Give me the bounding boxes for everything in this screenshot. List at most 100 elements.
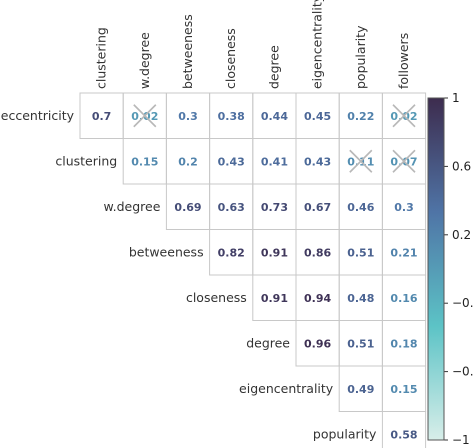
column-label-eigencentrality: eigencentrality <box>310 0 325 89</box>
row-label-eigencentrality: eigencentrality <box>239 381 334 396</box>
row-label-eccentricity: eccentricity <box>1 108 75 123</box>
column-label-closeness: closeness <box>223 28 238 89</box>
cell-clustering-betweeness: 0.2 <box>165 138 211 185</box>
cell-eccentricity-betweeness: 0.3 <box>165 92 211 139</box>
row-label-betweeness: betweeness <box>129 244 204 259</box>
cell-degree-followers: 0.18 <box>381 320 427 367</box>
colorbar-tick-label: −0.2 <box>452 296 474 310</box>
cell-value-label: 0.43 <box>218 155 245 168</box>
insignificant-cross-mark <box>392 104 416 128</box>
colorbar: 1 0.6 0.2 −0.2 −0.6 −1 <box>427 91 474 447</box>
insignificant-cross-mark <box>349 149 373 173</box>
cell-value-label: 0.58 <box>390 428 417 441</box>
cell-closeness-followers: 0.16 <box>381 274 427 321</box>
cell-betweeness-closeness: 0.82 <box>209 229 254 276</box>
column-labels: clustering w.degree betweeness closeness deg… <box>94 0 411 89</box>
column-label-followers: followers <box>396 33 411 89</box>
cell-value-label: 0.21 <box>390 246 417 259</box>
cell-clustering-popularity: 0.11 <box>338 138 383 185</box>
column-label-degree: degree <box>266 45 281 89</box>
row-label-popularity: popularity <box>313 426 377 441</box>
cell-value-label: 0.91 <box>261 292 288 305</box>
cell-w-degree-popularity: 0.46 <box>338 183 383 230</box>
cell-value-label: 0.51 <box>347 246 374 259</box>
cell-clustering-eigencentrality: 0.43 <box>295 138 340 185</box>
cell-w-degree-closeness: 0.63 <box>209 183 254 230</box>
cell-eccentricity-w-degree: 0.02 <box>122 92 167 139</box>
cell-value-label: 0.3 <box>178 110 198 123</box>
cell-eccentricity-eigencentrality: 0.45 <box>295 92 340 139</box>
row-label-w-degree: w.degree <box>104 199 161 214</box>
column-label-clustering: clustering <box>94 27 109 89</box>
cell-value-label: 0.44 <box>261 110 288 123</box>
row-label-closeness: closeness <box>186 290 247 305</box>
cell-betweeness-eigencentrality: 0.86 <box>295 229 340 276</box>
cell-clustering-degree: 0.41 <box>252 138 297 185</box>
row-label-clustering: clustering <box>55 153 117 168</box>
cell-eccentricity-clustering: 0.7 <box>79 92 124 139</box>
insignificant-cross-mark <box>133 104 157 128</box>
cell-value-label: 0.91 <box>261 246 288 259</box>
cell-value-label: 0.38 <box>218 110 245 123</box>
cell-value-label: 0.15 <box>131 155 158 168</box>
row-labels: eccentricity clustering w.degree betweeness… <box>1 108 377 442</box>
cell-value-label: 0.18 <box>390 337 417 350</box>
cell-value-label: 0.69 <box>174 201 201 214</box>
cell-betweeness-popularity: 0.51 <box>338 229 383 276</box>
heatmap-cells: 0.7 0.02 0.3 0.38 0.44 0.45 0.22 0.02 0.15 0.2 0.4… <box>79 92 427 448</box>
cell-value-label: 0.82 <box>218 246 245 259</box>
cell-value-label: 0.45 <box>304 110 331 123</box>
cell-eccentricity-degree: 0.44 <box>252 92 297 139</box>
cell-eigencentrality-popularity: 0.49 <box>338 365 383 412</box>
cell-clustering-w-degree: 0.15 <box>122 138 167 185</box>
colorbar-tick-label: 0.6 <box>452 159 471 173</box>
cell-value-label: 0.3 <box>394 201 414 214</box>
cell-value-label: 0.46 <box>347 201 374 214</box>
cell-closeness-eigencentrality: 0.94 <box>295 274 340 321</box>
cell-value-label: 0.2 <box>178 155 198 168</box>
cell-value-label: 0.16 <box>390 292 417 305</box>
cell-value-label: 0.15 <box>390 383 417 396</box>
cell-value-label: 0.49 <box>347 383 374 396</box>
cell-betweeness-followers: 0.21 <box>381 229 427 276</box>
cell-value-label: 0.73 <box>261 201 288 214</box>
colorbar-ticks: 1 0.6 0.2 −0.2 −0.6 −1 <box>444 91 474 447</box>
cell-closeness-degree: 0.91 <box>252 274 297 321</box>
cell-border <box>381 411 427 448</box>
column-label-popularity: popularity <box>353 25 368 89</box>
cell-degree-eigencentrality: 0.96 <box>295 320 340 367</box>
cell-value-label: 0.51 <box>347 337 374 350</box>
row-label-degree: degree <box>246 335 290 350</box>
cell-value-label: 0.22 <box>347 110 374 123</box>
colorbar-tick-label: −1 <box>452 433 470 447</box>
cell-value-label: 0.63 <box>218 201 245 214</box>
cell-clustering-closeness: 0.43 <box>209 138 254 185</box>
colorbar-frame <box>427 97 445 441</box>
cell-eigencentrality-followers: 0.15 <box>381 365 427 412</box>
cell-w-degree-degree: 0.73 <box>252 183 297 230</box>
colorbar-gradient <box>428 98 444 440</box>
cell-value-label: 0.41 <box>261 155 288 168</box>
cell-value-label: 0.43 <box>304 155 331 168</box>
cell-popularity-followers: 0.58 <box>381 411 427 448</box>
insignificant-cross-mark <box>392 149 416 173</box>
cell-closeness-popularity: 0.48 <box>338 274 383 321</box>
cell-betweeness-degree: 0.91 <box>252 229 297 276</box>
cell-w-degree-eigencentrality: 0.67 <box>295 183 340 230</box>
cell-value-label: 0.67 <box>304 201 331 214</box>
cell-value-label: 0.7 <box>92 110 112 123</box>
column-label-betweeness: betweeness <box>180 14 195 89</box>
colorbar-tick-label: −0.6 <box>452 365 474 379</box>
cell-eccentricity-closeness: 0.38 <box>209 92 254 139</box>
cell-w-degree-followers: 0.3 <box>381 183 427 230</box>
cell-value-label: 0.94 <box>304 292 331 305</box>
column-label-w-degree: w.degree <box>137 32 152 89</box>
cell-value-label: 0.48 <box>347 292 374 305</box>
cell-degree-popularity: 0.51 <box>338 320 383 367</box>
cell-eccentricity-followers: 0.02 <box>381 92 427 139</box>
colorbar-tick-label: 0.2 <box>452 228 471 242</box>
cell-clustering-followers: 0.07 <box>381 138 427 185</box>
cell-value-label: 0.96 <box>304 337 331 350</box>
cell-eccentricity-popularity: 0.22 <box>338 92 383 139</box>
